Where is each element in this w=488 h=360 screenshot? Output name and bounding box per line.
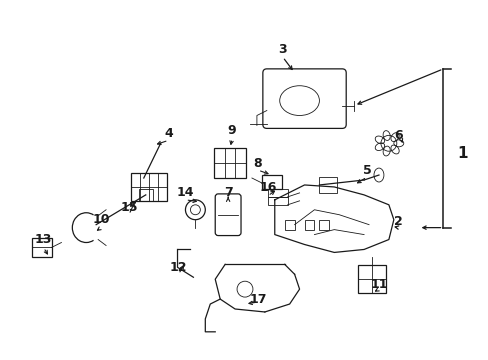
Bar	[284, 220, 294, 230]
Bar	[319, 177, 337, 193]
Text: 7: 7	[224, 186, 232, 199]
Bar	[319, 220, 328, 230]
Text: 4: 4	[164, 127, 173, 140]
Text: 3: 3	[278, 42, 286, 55]
Text: 11: 11	[369, 278, 387, 291]
Text: 17: 17	[249, 293, 266, 306]
Text: 16: 16	[259, 181, 276, 194]
Text: 13: 13	[35, 233, 52, 246]
Text: 2: 2	[394, 215, 402, 228]
Text: 9: 9	[227, 124, 236, 137]
Text: 12: 12	[169, 261, 187, 274]
Text: 8: 8	[253, 157, 262, 170]
Bar	[32, 238, 51, 257]
Bar	[139, 189, 152, 201]
Bar	[357, 265, 385, 293]
Bar	[304, 220, 314, 230]
Bar	[267, 197, 287, 205]
Bar	[214, 148, 245, 178]
Text: 10: 10	[92, 213, 110, 226]
Text: 6: 6	[394, 129, 402, 142]
Bar	[131, 173, 166, 201]
Bar	[267, 189, 287, 197]
Text: 15: 15	[120, 201, 137, 214]
Text: 1: 1	[456, 146, 467, 161]
Text: 5: 5	[362, 163, 371, 176]
Text: 14: 14	[176, 186, 194, 199]
Bar	[262, 175, 281, 189]
